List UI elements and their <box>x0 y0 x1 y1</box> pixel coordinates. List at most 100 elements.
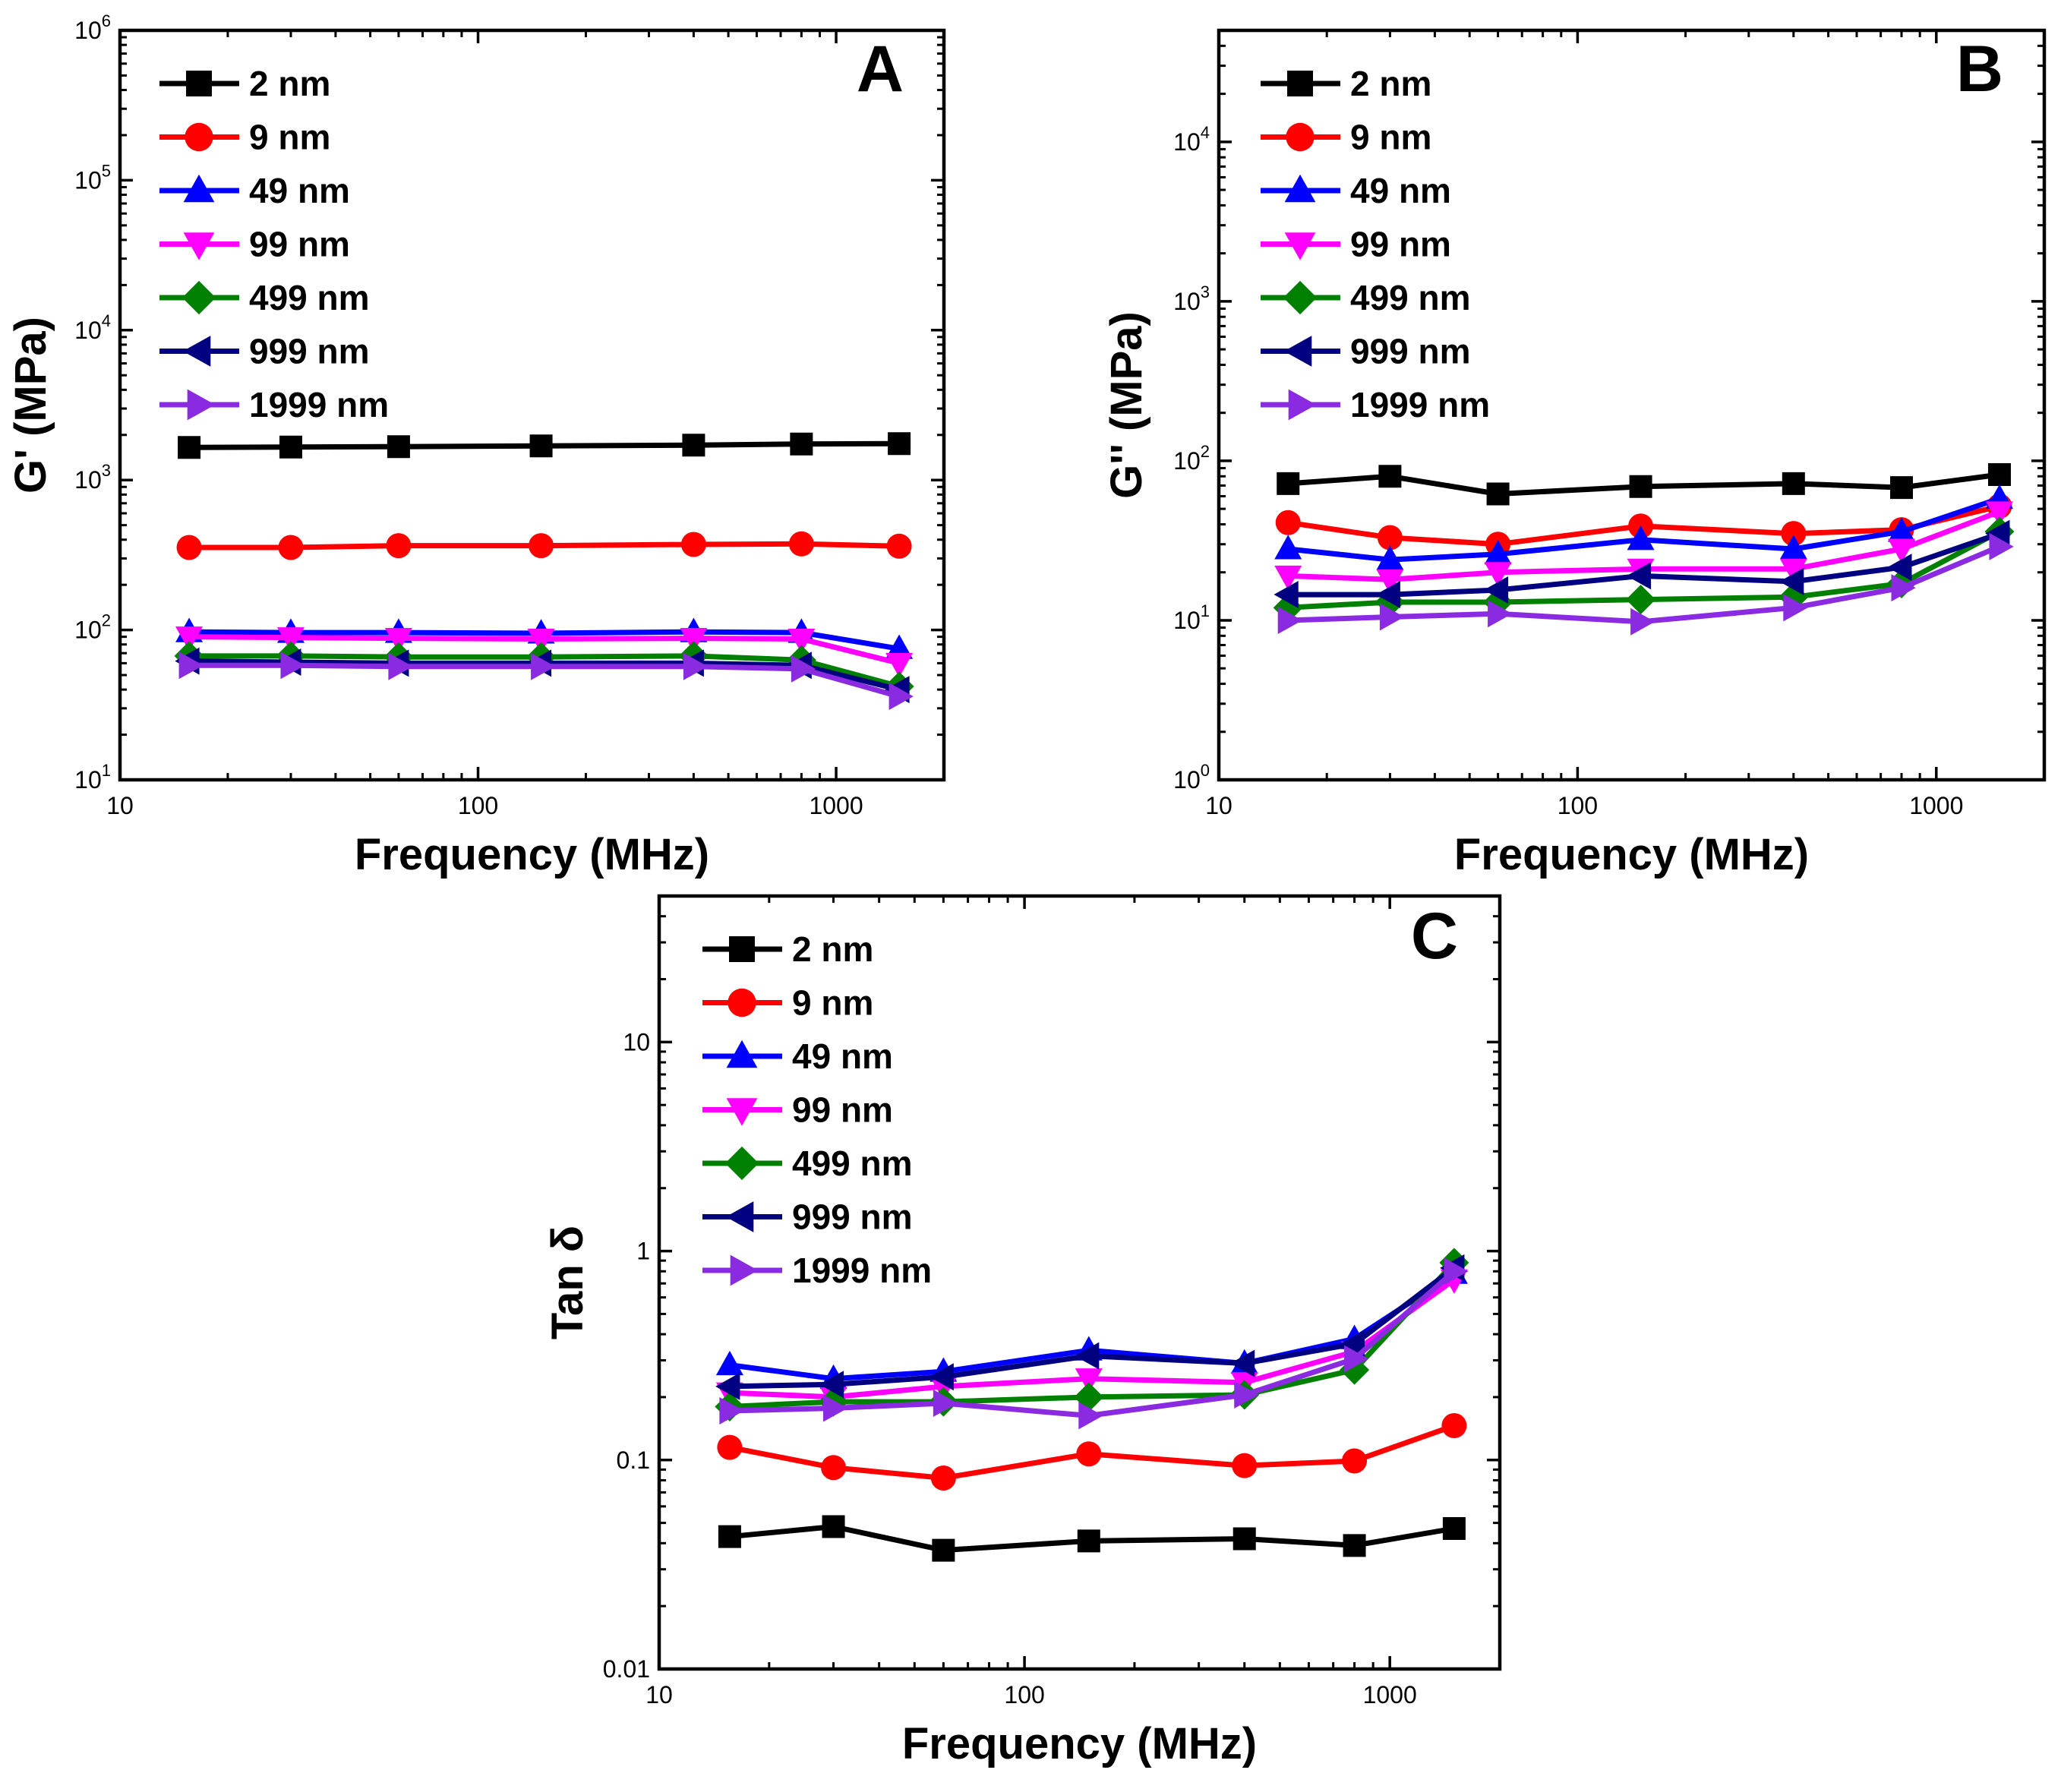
data-point <box>888 432 911 456</box>
data-point <box>1376 545 1404 570</box>
data-point <box>933 1389 958 1417</box>
data-point <box>1891 574 1916 602</box>
series-999-nm <box>715 1254 1465 1400</box>
legend-label: 999 nm <box>249 332 370 371</box>
legend-marker <box>1283 336 1312 367</box>
y-tick-label: 101 <box>74 761 111 793</box>
legend-marker <box>183 174 215 203</box>
y-axis-title: Tan δ <box>543 1226 592 1339</box>
legend-label: 1999 nm <box>1350 385 1490 424</box>
data-point <box>1488 600 1513 628</box>
data-point <box>1483 576 1509 604</box>
legend-label: 499 nm <box>1350 278 1471 317</box>
legend-marker <box>1284 232 1316 260</box>
y-tick-label: 102 <box>1173 442 1210 475</box>
data-point <box>388 652 413 680</box>
data-point <box>1626 562 1652 590</box>
data-point <box>384 628 412 653</box>
data-point <box>1375 581 1400 609</box>
data-point <box>1442 1517 1466 1541</box>
data-point <box>1232 1527 1256 1551</box>
data-point <box>1888 517 1916 542</box>
x-axis-title: Frequency (MHz) <box>1454 830 1809 879</box>
legend: 2 nm 9 nm 49 nm 99 nm 499 nm 999 nm 1999 nm <box>1261 64 1490 424</box>
data-point <box>280 651 305 680</box>
legend-label: 2 nm <box>1350 64 1431 103</box>
legend-marker <box>726 1040 758 1068</box>
data-point <box>1484 562 1512 587</box>
legend-label: 49 nm <box>1350 171 1451 210</box>
plot-frame <box>118 28 946 782</box>
data-point <box>1989 532 2014 560</box>
data-point <box>1782 472 1805 495</box>
series-99-nm <box>175 626 914 678</box>
data-point <box>529 434 553 458</box>
data-point <box>791 655 816 683</box>
legend-marker <box>183 232 215 260</box>
data-point <box>1630 607 1655 636</box>
series-1999-nm <box>719 1257 1469 1430</box>
legend-marker <box>1284 174 1316 203</box>
panel-letter: B <box>1956 33 2003 106</box>
legend-label: 49 nm <box>792 1036 893 1076</box>
data-point <box>1344 1345 1369 1373</box>
legend-marker <box>726 1098 758 1126</box>
legend-marker <box>1287 71 1313 96</box>
data-point <box>527 629 555 654</box>
data-point <box>1076 1441 1102 1467</box>
data-point <box>1277 472 1300 495</box>
y-tick-label: 104 <box>74 311 111 344</box>
data-point <box>387 435 410 459</box>
data-point <box>930 1465 956 1491</box>
data-point <box>386 533 412 559</box>
legend-marker <box>186 71 212 96</box>
legend-marker <box>181 280 216 315</box>
data-point <box>1229 1349 1255 1377</box>
data-point <box>1779 535 1807 560</box>
data-point <box>1783 594 1808 622</box>
legend-marker <box>730 1254 759 1286</box>
data-point <box>1444 1257 1469 1286</box>
data-point <box>1377 525 1403 551</box>
data-point <box>787 629 816 654</box>
data-point <box>278 535 304 560</box>
data-point <box>823 1394 848 1422</box>
x-tick-label: 10 <box>106 792 134 819</box>
x-tick-label: 1000 <box>1909 792 1963 819</box>
data-point <box>1985 501 2013 526</box>
legend-label: 1999 nm <box>249 385 389 424</box>
legend: 2 nm 9 nm 49 nm 99 nm 499 nm 999 nm 1999 nm <box>159 64 389 424</box>
data-point <box>932 1538 955 1562</box>
data-point <box>821 1455 847 1481</box>
y-tick-label: 0.1 <box>617 1447 650 1474</box>
data-point <box>175 626 204 651</box>
legend-marker <box>185 122 213 152</box>
data-point <box>1075 1368 1103 1393</box>
data-point <box>178 436 201 459</box>
x-axis-title: Frequency (MHz) <box>355 830 709 879</box>
data-point <box>1890 476 1914 500</box>
x-tick-label: 10 <box>645 1681 673 1708</box>
data-point <box>1627 525 1655 551</box>
legend-marker <box>724 1146 759 1181</box>
data-point <box>1275 510 1301 535</box>
data-point <box>529 533 554 559</box>
panel-letter: A <box>857 33 904 106</box>
legend-label: 9 nm <box>249 118 330 157</box>
data-point <box>819 1371 844 1399</box>
series-9-nm <box>176 531 912 560</box>
series-2-nm <box>1277 463 2011 506</box>
data-point <box>1987 463 2011 487</box>
data-point <box>682 434 705 457</box>
legend-marker <box>1288 389 1317 421</box>
y-tick-label: 0.01 <box>603 1655 650 1683</box>
x-tick-label: 100 <box>458 792 498 819</box>
y-tick-label: 105 <box>74 161 111 194</box>
panel-a-g-prime-chart: 10 100 1000 101 102 103 104 105 106 2 nm 9 nm 49 nm… <box>6 11 946 879</box>
data-point <box>1626 585 1656 615</box>
data-point <box>1378 465 1402 488</box>
legend: 2 nm 9 nm 49 nm 99 nm 499 nm 999 nm 1999 nm <box>702 929 932 1290</box>
data-point <box>1985 519 2010 547</box>
data-point <box>1078 1402 1103 1430</box>
